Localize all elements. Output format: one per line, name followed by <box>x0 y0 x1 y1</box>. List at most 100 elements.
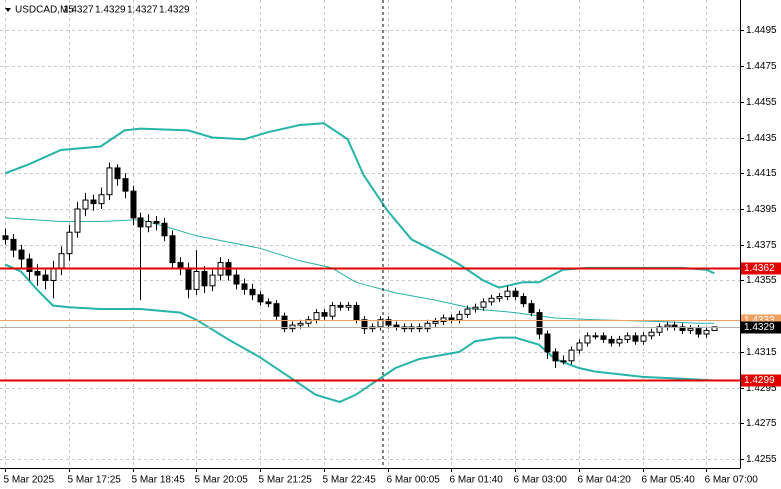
candle-body <box>177 262 184 269</box>
level-label: 1.4329 <box>744 322 775 333</box>
candle-body <box>130 190 137 219</box>
candle-body <box>512 290 519 298</box>
y-tick-label: 1.4435 <box>746 133 777 144</box>
candle-body <box>34 271 41 276</box>
candle-body <box>592 335 599 338</box>
x-tick-label: 6 Mar 03:00 <box>514 475 568 486</box>
y-tick-label: 1.4275 <box>746 418 777 429</box>
candle-body <box>273 303 280 317</box>
y-tick-label: 1.4495 <box>746 25 777 36</box>
candle-body <box>504 290 511 298</box>
candle-body <box>106 167 113 196</box>
candle-body <box>289 324 296 330</box>
header-high: 1.4329 <box>95 5 126 16</box>
x-tick-label: 6 Mar 05:40 <box>642 475 696 486</box>
candle-body <box>98 194 105 205</box>
y-tick-label: 1.4415 <box>746 168 777 179</box>
x-tick-label: 5 Mar 20:05 <box>195 475 249 486</box>
candle-body <box>337 304 344 308</box>
candle-body <box>66 231 73 255</box>
candle-body <box>201 271 208 287</box>
candle-body <box>281 315 288 330</box>
x-tick-label: 6 Mar 04:20 <box>578 475 632 486</box>
candle-body <box>640 335 647 342</box>
candle-body <box>703 329 710 335</box>
candle-body <box>153 220 160 224</box>
x-tick-label: 5 Mar 17:25 <box>68 475 122 486</box>
candle-body <box>305 319 312 324</box>
candle-body <box>169 235 176 264</box>
x-tick-label: 6 Mar 00:05 <box>387 475 441 486</box>
menu-arrow <box>5 8 11 12</box>
candle-body <box>656 326 663 333</box>
candle-body <box>448 317 455 321</box>
candle-body <box>608 338 615 344</box>
header-close: 1.4329 <box>159 5 190 16</box>
candle-body <box>385 319 392 326</box>
candle-body <box>424 322 431 330</box>
candle-body <box>74 208 81 233</box>
x-tick-label: 6 Mar 01:40 <box>450 475 504 486</box>
candle-body <box>552 351 559 362</box>
candle-body <box>695 328 702 335</box>
level-label: 1.4299 <box>744 375 775 386</box>
candle-body <box>456 313 463 321</box>
candle-body <box>664 324 671 328</box>
candle-body <box>616 338 623 344</box>
candle-body <box>353 304 360 321</box>
candle-body <box>440 317 447 323</box>
candle-body <box>361 319 368 330</box>
candle-body <box>257 294 264 303</box>
candle-body <box>520 296 527 305</box>
y-tick-label: 1.4355 <box>746 275 777 286</box>
candle-body <box>671 324 678 328</box>
header-low: 1.4327 <box>127 5 158 16</box>
candle-body <box>329 304 336 317</box>
x-tick-label: 6 Mar 07:00 <box>705 475 759 486</box>
candle-body <box>10 238 17 251</box>
x-tick-label: 5 Mar 22:45 <box>323 475 377 486</box>
candle-body <box>233 274 240 285</box>
candle-body <box>50 267 57 281</box>
candle-body <box>393 324 400 328</box>
candle-body <box>114 167 121 180</box>
level-label: 1.4333 <box>744 315 775 326</box>
candle-body <box>624 335 631 340</box>
y-tick-label: 1.4295 <box>746 383 777 394</box>
candle-body <box>584 335 591 344</box>
candle-body <box>161 222 168 237</box>
candle-body <box>576 342 583 351</box>
candle-body <box>687 328 694 331</box>
candle-body <box>193 271 200 290</box>
candle-body <box>249 288 256 296</box>
candle-body <box>90 199 97 205</box>
level-label: 1.4362 <box>744 263 775 274</box>
level-label-box <box>741 262 781 275</box>
candle-body <box>241 283 248 290</box>
candle-body <box>464 308 471 315</box>
y-tick-label: 1.4255 <box>746 454 777 465</box>
candle-body <box>2 235 9 240</box>
candle-body <box>137 217 144 228</box>
y-tick-label: 1.4315 <box>746 347 777 358</box>
candle-body <box>58 253 65 269</box>
candle-body <box>122 178 129 192</box>
y-tick-label: 1.4475 <box>746 61 777 72</box>
candle-body <box>544 333 551 353</box>
header-open: 1.4327 <box>63 5 94 16</box>
candle-body <box>321 312 328 317</box>
candle-body <box>265 301 272 305</box>
candle-body <box>18 249 25 260</box>
x-tick-label: 5 Mar 18:45 <box>132 475 186 486</box>
candle-body <box>536 312 543 335</box>
level-label-box <box>741 374 781 387</box>
candle-body <box>480 301 487 308</box>
candle-body <box>488 297 495 303</box>
candle-body <box>679 326 686 331</box>
level-label-box <box>741 321 781 334</box>
candle-body <box>648 331 655 337</box>
candle-body <box>432 321 439 324</box>
x-tick-label: 5 Mar 2025 <box>4 475 55 486</box>
